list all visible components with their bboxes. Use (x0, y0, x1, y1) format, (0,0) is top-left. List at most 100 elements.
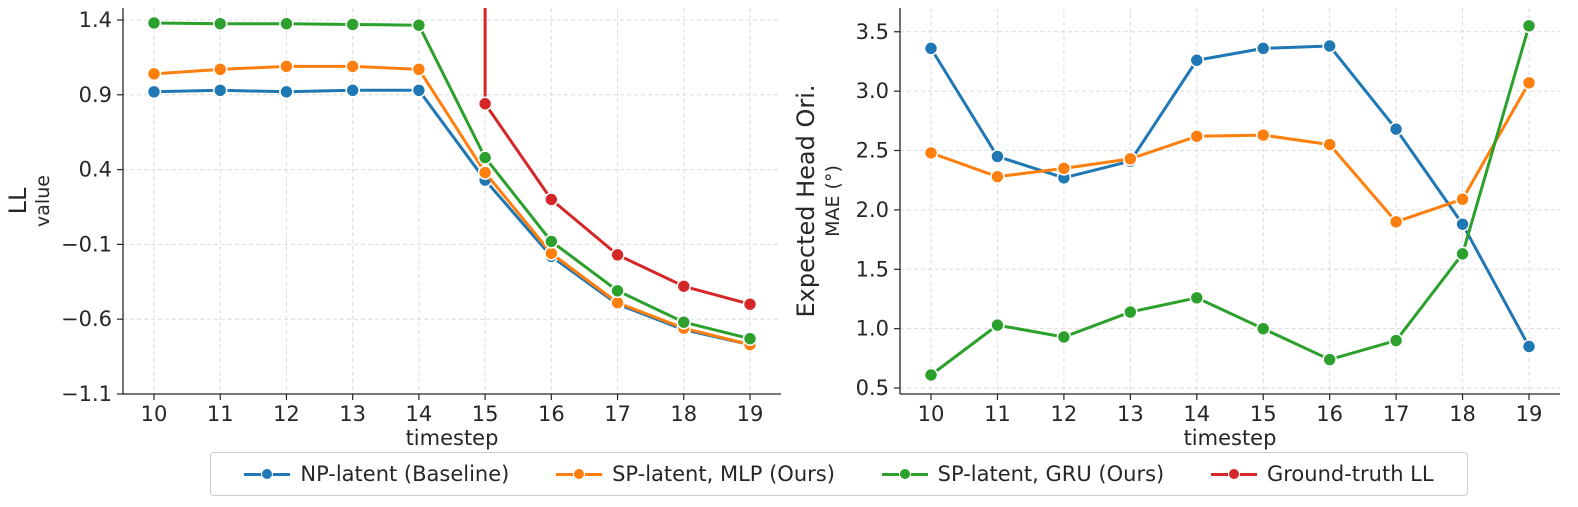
data-point-np-latent-baseline[interactable] (146, 84, 162, 100)
data-point-sp-latent-gru-ours[interactable] (1521, 18, 1537, 34)
y-axis-sublabel: MAE (°) (822, 165, 844, 237)
data-point-sp-latent-mlp-ours[interactable] (1521, 75, 1537, 91)
y-tick-label: 0.5 (856, 376, 889, 400)
x-axis-label: timestep (1184, 426, 1277, 450)
data-point-np-latent-baseline[interactable] (1521, 339, 1537, 354)
data-point-np-latent-baseline[interactable] (279, 84, 294, 100)
data-point-np-latent-baseline[interactable] (411, 82, 427, 98)
data-point-np-latent-baseline[interactable] (1255, 41, 1271, 56)
x-tick-label: 15 (472, 402, 499, 426)
data-point-np-latent-baseline[interactable] (1322, 38, 1337, 54)
chart-ll-value: 10 11 12 13 14 15 16 17 18 19 −1.1 −0.6 −0.1 0.4 0.9 1.… (4, 8, 781, 450)
x-tick-label: 12 (1051, 402, 1078, 426)
plot-area (146, 8, 758, 352)
data-point-sp-latent-mlp-ours[interactable] (146, 66, 162, 82)
x-tick-label: 14 (1183, 402, 1210, 426)
data-point-sp-latent-mlp-ours[interactable] (923, 145, 939, 161)
legend-label: NP-latent (Baseline) (300, 462, 510, 486)
data-point-sp-latent-mlp-ours[interactable] (411, 62, 427, 77)
x-tick-label: 13 (339, 402, 366, 426)
data-point-sp-latent-mlp-ours[interactable] (279, 59, 294, 74)
data-point-sp-latent-gru-ours[interactable] (544, 234, 559, 249)
data-point-np-latent-baseline[interactable] (1455, 216, 1470, 232)
y-tick-label: 2.0 (856, 198, 889, 222)
data-point-ground-truth-ll[interactable] (610, 247, 625, 263)
data-point-sp-latent-mlp-ours[interactable] (1388, 214, 1404, 230)
data-point-sp-latent-mlp-ours[interactable] (345, 59, 360, 74)
data-point-sp-latent-gru-ours[interactable] (345, 17, 360, 32)
data-point-sp-latent-mlp-ours[interactable] (1189, 128, 1205, 144)
legend-swatch-red-icon (1210, 468, 1257, 480)
y-tick-label: 2.5 (856, 139, 889, 163)
y-tick-label: −0.6 (61, 307, 112, 331)
series-line-np-latent-baseline (929, 44, 1531, 348)
data-point-sp-latent-gru-ours[interactable] (990, 317, 1005, 333)
data-point-np-latent-baseline[interactable] (212, 82, 228, 98)
y-tick-label: 3.0 (856, 79, 889, 103)
data-point-sp-latent-mlp-ours[interactable] (477, 165, 493, 180)
data-point-ground-truth-ll[interactable] (676, 278, 692, 294)
data-point-sp-latent-gru-ours[interactable] (1123, 304, 1138, 320)
data-point-sp-latent-mlp-ours[interactable] (1455, 191, 1470, 207)
data-point-sp-latent-gru-ours[interactable] (279, 16, 294, 32)
x-tick-label: 16 (538, 402, 565, 426)
data-point-ground-truth-ll[interactable] (477, 96, 493, 112)
series-line-ground-truth-ll (483, 8, 751, 306)
data-point-sp-latent-mlp-ours[interactable] (1123, 151, 1138, 167)
legend-label: SP-latent, GRU (Ours) (937, 462, 1165, 486)
legend-entry-np-latent[interactable]: NP-latent (Baseline) (244, 462, 509, 486)
data-point-sp-latent-gru-ours[interactable] (1056, 329, 1072, 345)
y-axis-label: LL (4, 187, 32, 214)
x-tick-label: 14 (406, 402, 433, 426)
legend-label: Ground-truth LL (1266, 462, 1434, 486)
data-point-sp-latent-gru-ours[interactable] (676, 314, 692, 330)
data-point-sp-latent-mlp-ours[interactable] (610, 295, 625, 311)
data-point-ground-truth-ll[interactable] (742, 296, 758, 312)
data-point-sp-latent-gru-ours[interactable] (411, 17, 427, 33)
x-tick-label: 10 (141, 402, 168, 426)
data-point-sp-latent-mlp-ours[interactable] (212, 62, 228, 77)
y-tick-label: 3.5 (856, 20, 889, 44)
legend-entry-ground-truth-ll[interactable]: Ground-truth LL (1210, 462, 1434, 486)
data-point-sp-latent-gru-ours[interactable] (212, 16, 228, 32)
data-point-ground-truth-ll[interactable] (544, 192, 559, 207)
chart-head-orientation-mae: 10 11 12 13 14 15 16 17 18 19 0.5 1.0 1.5 2.0 2.5 3.0 3.… (792, 8, 1560, 450)
data-point-np-latent-baseline[interactable] (345, 82, 360, 98)
y-tick-label: 0.9 (79, 83, 112, 107)
data-point-sp-latent-gru-ours[interactable] (1322, 352, 1337, 367)
data-point-sp-latent-mlp-ours[interactable] (990, 169, 1005, 184)
legend-entry-sp-latent-gru[interactable]: SP-latent, GRU (Ours) (881, 462, 1165, 486)
data-point-np-latent-baseline[interactable] (1388, 121, 1404, 137)
series-line-sp-latent-mlp-ours (153, 64, 751, 347)
data-point-sp-latent-mlp-ours[interactable] (1255, 127, 1271, 143)
data-point-sp-latent-gru-ours[interactable] (1388, 333, 1404, 348)
y-tick-label: 0.4 (79, 158, 112, 182)
data-point-np-latent-baseline[interactable] (1189, 52, 1205, 68)
x-tick-label: 19 (737, 402, 764, 426)
legend: NP-latent (Baseline) SP-latent, MLP (Our… (210, 452, 1468, 496)
series-line-sp-latent-gru-ours (930, 25, 1531, 377)
x-tick-label: 19 (1516, 402, 1543, 426)
x-tick-label: 17 (1383, 402, 1410, 426)
data-point-sp-latent-gru-ours[interactable] (1255, 321, 1271, 336)
x-tick-label: 15 (1250, 402, 1277, 426)
legend-swatch-blue-icon (244, 468, 291, 480)
data-point-sp-latent-mlp-ours[interactable] (1322, 137, 1337, 152)
data-point-sp-latent-gru-ours[interactable] (610, 283, 625, 299)
data-point-sp-latent-gru-ours[interactable] (477, 150, 493, 165)
x-tick-label: 17 (604, 402, 631, 426)
y-tick-label: 1.0 (856, 317, 889, 341)
data-point-sp-latent-gru-ours[interactable] (923, 367, 939, 383)
data-point-sp-latent-gru-ours[interactable] (1455, 246, 1470, 262)
data-point-np-latent-baseline[interactable] (923, 41, 939, 56)
data-point-sp-latent-mlp-ours[interactable] (544, 246, 559, 261)
data-point-sp-latent-gru-ours[interactable] (146, 15, 162, 31)
legend-swatch-orange-icon (556, 468, 603, 480)
x-tick-label: 16 (1316, 402, 1343, 426)
data-point-sp-latent-mlp-ours[interactable] (1056, 161, 1072, 176)
data-point-np-latent-baseline[interactable] (990, 149, 1005, 164)
data-point-sp-latent-gru-ours[interactable] (742, 331, 758, 346)
data-point-sp-latent-gru-ours[interactable] (1189, 290, 1205, 306)
legend-entry-sp-latent-mlp[interactable]: SP-latent, MLP (Ours) (556, 462, 835, 486)
plot-area (923, 18, 1537, 383)
